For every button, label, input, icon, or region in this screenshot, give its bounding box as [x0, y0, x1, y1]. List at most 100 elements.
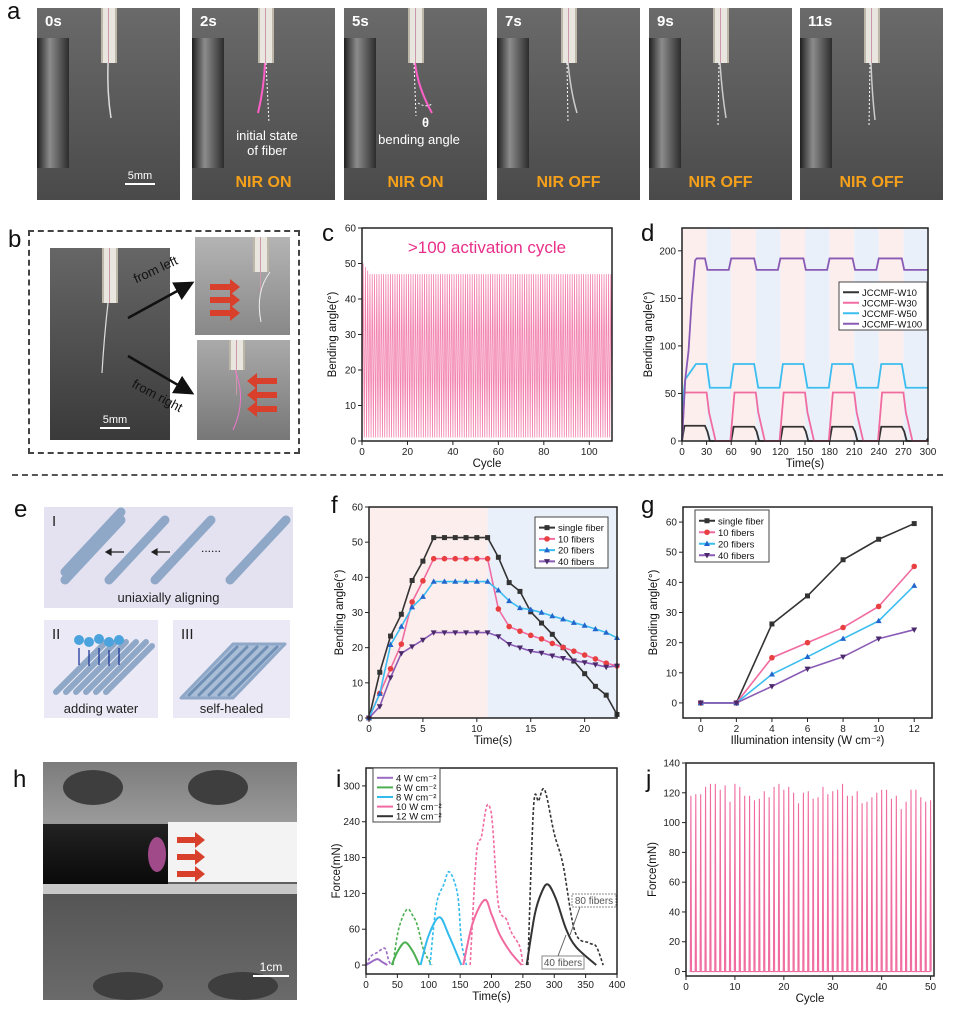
scale-bar-label: 5mm — [102, 414, 128, 426]
clamp — [497, 38, 529, 168]
y-axis-label: Bending angle(°) — [327, 291, 339, 377]
fiber-holder — [258, 8, 274, 63]
frame-time: 2s — [200, 13, 217, 30]
legend-item: 10 fibers — [699, 528, 755, 539]
data-point-square — [840, 557, 846, 563]
panel-b-frame — [28, 230, 300, 454]
y-tick-label: 300 — [343, 781, 360, 792]
panel-letter-a: a — [7, 0, 21, 25]
section-divider — [12, 474, 943, 476]
data-point-triangle-down — [570, 658, 577, 664]
annotation-box-80-fibers — [571, 893, 617, 908]
data-point-square — [420, 558, 426, 564]
x-tick-label: 0 — [698, 724, 704, 735]
legend-label: 40 fibers — [558, 557, 595, 568]
x-tick-label: 240 — [870, 447, 887, 458]
x-tick-label: 90 — [750, 447, 762, 458]
data-point-triangle-down — [398, 651, 405, 657]
data-point-square — [582, 671, 588, 677]
data-point-triangle-down — [768, 684, 775, 690]
data-point-triangle-up — [911, 582, 918, 588]
data-point-triangle-down — [704, 553, 710, 559]
step-label: uniaxially aligning — [117, 590, 220, 605]
legend-label: JCCMF-W50 — [862, 309, 917, 320]
y-tick-label: 240 — [343, 817, 360, 828]
y-tick-label: 120 — [663, 788, 680, 799]
annotation-pointer — [557, 934, 567, 957]
data-point-triangle-up — [398, 623, 405, 629]
data-point-triangle-up — [463, 578, 470, 584]
series-line-80-fibers — [392, 908, 433, 966]
chart-f: 0 5 10 15 20 0 10 20 30 40 50 60 Time(s) Bending angl… — [334, 503, 620, 747]
y-tick-label: 200 — [659, 246, 676, 257]
data-point-triangle-up — [452, 578, 459, 584]
frame-time: 0s — [45, 13, 62, 30]
series-line-bending-angle — [361, 263, 613, 438]
x-tick-label: 60 — [493, 447, 505, 458]
data-point-triangle-down — [581, 660, 588, 666]
data-point-circle — [527, 632, 534, 639]
scale-bar: 1cm — [253, 960, 289, 977]
fiber — [868, 62, 876, 127]
illumination-band — [903, 228, 928, 441]
data-point-circle — [571, 648, 577, 654]
data-point-circle — [409, 599, 415, 605]
fiber — [107, 62, 112, 119]
step-numeral: III — [181, 626, 194, 643]
data-point-circle — [474, 555, 480, 562]
data-point-triangle-down — [495, 634, 502, 640]
x-tick-label: 30 — [701, 447, 713, 458]
data-point-square — [431, 535, 437, 541]
y-tick-label: 0 — [674, 967, 680, 978]
data-point-circle — [581, 652, 588, 658]
data-point-triangle-down — [544, 559, 550, 565]
legend-label: single fiber — [718, 516, 764, 527]
data-point-circle — [544, 536, 550, 542]
legend-box — [838, 281, 928, 331]
nir-status: NIR OFF — [839, 174, 904, 191]
y-tick-label: 10 — [345, 401, 357, 412]
data-point-square — [876, 536, 882, 542]
data-point-square — [539, 620, 545, 626]
y-tick-label: 60 — [666, 518, 678, 529]
nir-status: NIR ON — [387, 174, 444, 191]
data-point-triangle-down — [603, 664, 610, 671]
fiber — [717, 62, 727, 127]
step-label: self-healed — [199, 701, 264, 716]
data-point-square — [495, 554, 501, 560]
data-point-triangle-down — [804, 666, 811, 673]
data-point-triangle-up — [527, 606, 534, 612]
data-point-circle — [484, 555, 491, 562]
y-tick-label: 30 — [345, 330, 357, 341]
chart-c: >100 activation cycle 0 20 40 60 80 100 0 10 20 30… — [327, 224, 613, 470]
illumination-band — [829, 228, 855, 441]
data-point-circle — [420, 578, 426, 584]
y-tick-label: 40 — [352, 573, 364, 584]
data-point-square — [911, 521, 917, 527]
data-point-square — [463, 535, 469, 541]
y-tick-label: 50 — [665, 389, 677, 400]
plot-area — [686, 763, 934, 976]
data-point-circle — [452, 555, 459, 562]
data-point-square — [388, 633, 394, 639]
legend-label: 20 fibers — [718, 539, 755, 550]
x-tick-label: 20 — [579, 724, 591, 735]
step-numeral: II — [52, 626, 61, 643]
x-tick-label: 80 — [538, 447, 550, 458]
y-tick-label: 40 — [345, 295, 357, 306]
chart-title: >100 activation cycle — [408, 238, 566, 257]
y-tick-label: 100 — [663, 818, 680, 829]
legend-label: 40 fibers — [718, 551, 755, 562]
x-tick-label: 0 — [363, 980, 369, 991]
photo-force-setup: 1cm — [43, 762, 297, 1000]
note-line: of fiber — [247, 143, 287, 158]
x-tick-label: 6 — [805, 724, 811, 735]
legend-item: 10 W cm⁻² — [377, 802, 442, 813]
data-point-square — [517, 588, 523, 594]
series-line-40-fibers — [525, 883, 597, 966]
legend-item: JCCMF-W10 — [843, 288, 917, 299]
data-point-triangle-down — [516, 645, 523, 651]
fiber-tube — [60, 507, 126, 577]
data-point-triangle-down — [549, 653, 556, 659]
legend-item: 20 fibers — [539, 546, 595, 557]
